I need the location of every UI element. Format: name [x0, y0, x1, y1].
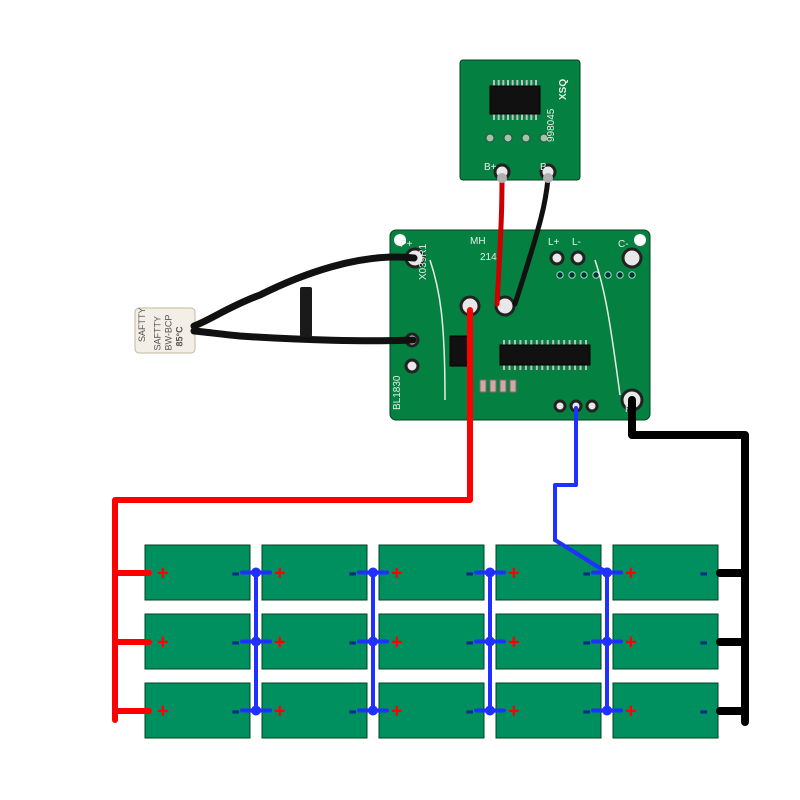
- svg-text:BL1830: BL1830: [392, 375, 403, 410]
- svg-text:-: -: [231, 695, 240, 725]
- svg-text:+: +: [157, 701, 169, 723]
- svg-text:X039R1: X039R1: [418, 243, 429, 280]
- svg-text:MH: MH: [470, 236, 486, 247]
- svg-text:-: -: [465, 695, 474, 725]
- svg-text:-: -: [348, 626, 357, 656]
- svg-text:-: -: [582, 695, 591, 725]
- bms-ic: [500, 345, 590, 365]
- svg-text:+: +: [625, 632, 637, 654]
- svg-text:-: -: [699, 557, 708, 587]
- zip-tie: [300, 287, 312, 337]
- svg-text:+: +: [391, 563, 403, 585]
- pad-L2: [572, 252, 584, 264]
- wire-sense: [555, 408, 576, 540]
- svg-text:C-: C-: [618, 239, 629, 250]
- svg-text:+: +: [157, 563, 169, 585]
- svg-text:-: -: [582, 626, 591, 656]
- indicator-ic: [490, 86, 540, 114]
- pad-L: [551, 252, 563, 264]
- svg-text:P+: P+: [400, 239, 413, 250]
- svg-text:-: -: [465, 626, 474, 656]
- svg-text:-: -: [231, 557, 240, 587]
- svg-text:-: -: [699, 695, 708, 725]
- svg-text:-: -: [465, 557, 474, 587]
- svg-text:+: +: [274, 632, 286, 654]
- svg-text:-: -: [231, 626, 240, 656]
- svg-text:85°C: 85°C: [175, 326, 185, 347]
- svg-text:-: -: [348, 557, 357, 587]
- svg-text:SAFTTY: SAFTTY: [153, 316, 163, 351]
- svg-text:+: +: [625, 701, 637, 723]
- bms-pcb: [390, 230, 650, 420]
- svg-text:+: +: [508, 632, 520, 654]
- svg-text:+: +: [391, 701, 403, 723]
- svg-text:+: +: [508, 563, 520, 585]
- svg-text:XSQ: XSQ: [558, 79, 569, 100]
- svg-text:+: +: [157, 632, 169, 654]
- svg-text:+: +: [274, 701, 286, 723]
- svg-text:B+: B+: [484, 162, 497, 173]
- svg-text:-: -: [699, 626, 708, 656]
- svg-text:+: +: [391, 632, 403, 654]
- svg-text:+: +: [625, 563, 637, 585]
- pad-GS2: [406, 360, 418, 372]
- svg-text:L+: L+: [548, 237, 560, 248]
- svg-text:998045: 998045: [546, 108, 557, 142]
- svg-text:L-: L-: [572, 237, 581, 248]
- indicator-pcb: [460, 60, 580, 180]
- svg-text:BW-BCP: BW-BCP: [164, 315, 174, 351]
- svg-text:+: +: [274, 563, 286, 585]
- svg-text:SAFTTY: SAFTTY: [137, 307, 147, 342]
- svg-text:+: +: [508, 701, 520, 723]
- svg-text:-: -: [348, 695, 357, 725]
- svg-text:B-: B-: [540, 162, 550, 173]
- pad-C-: [623, 249, 641, 267]
